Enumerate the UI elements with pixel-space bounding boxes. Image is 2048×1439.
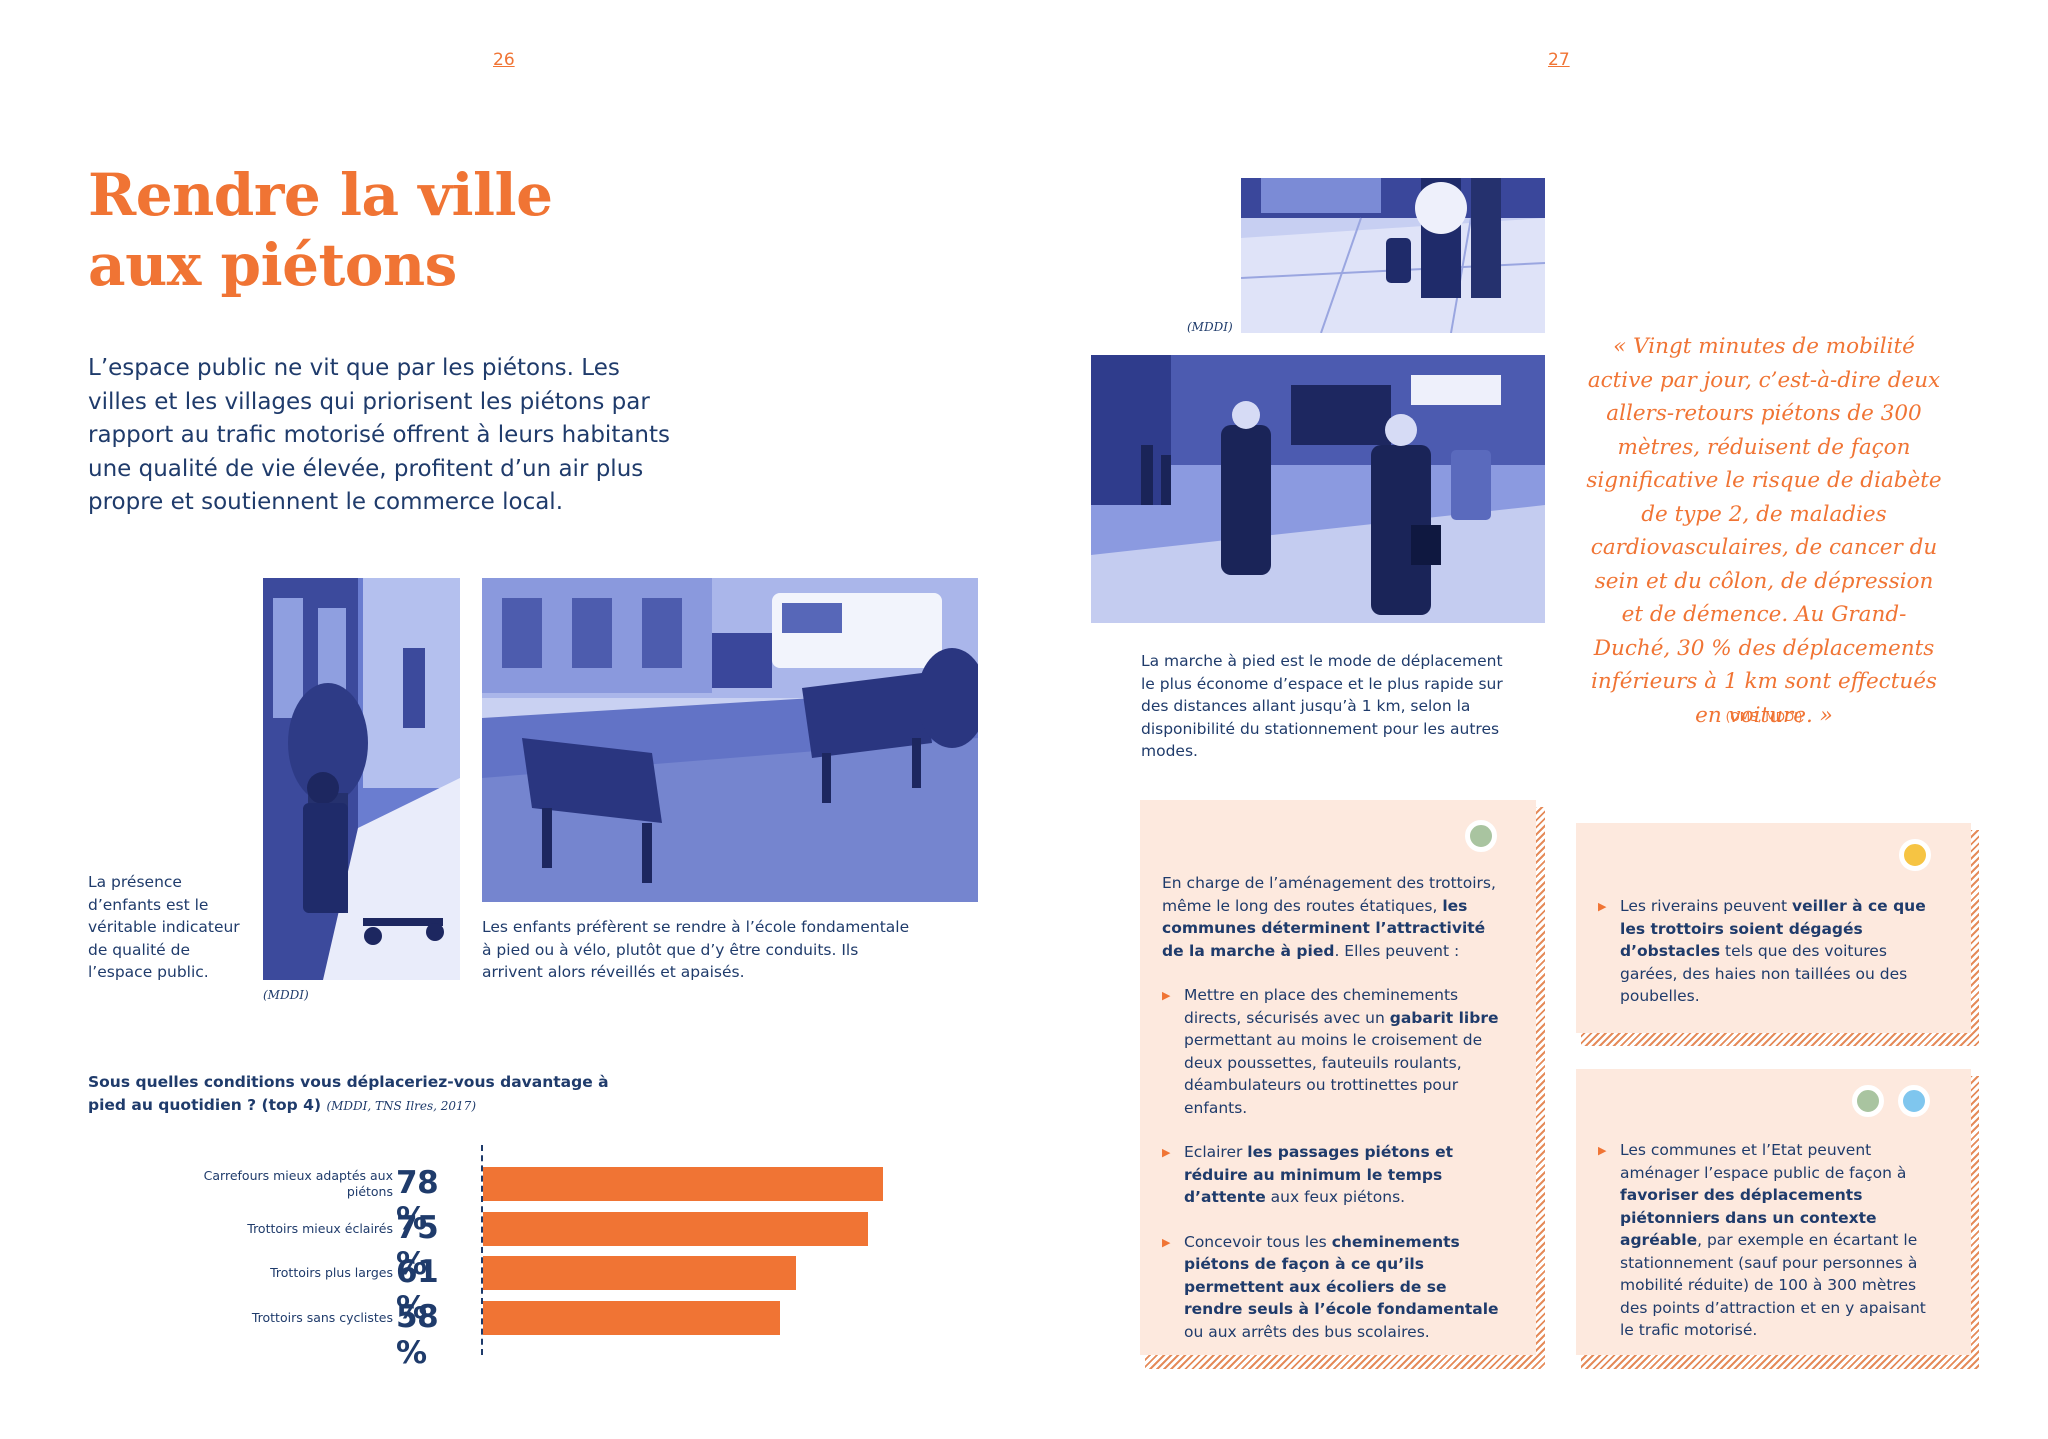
photo-pedestrians-feet [1241, 178, 1545, 333]
page-title: Rendre la ville aux piétons [88, 160, 608, 300]
bar-1 [483, 1167, 883, 1201]
box-communes-trottoirs: En charge de l’aménagement des trottoirs… [1140, 800, 1536, 1355]
quote-text: « Vingt minutes de mobilité active par j… [1586, 334, 1942, 728]
box-2-content: Les riverains peuvent veiller à ce que l… [1598, 895, 1943, 1008]
box-1-bullet-3: Concevoir tous les cheminements piétons … [1162, 1231, 1507, 1344]
box-2-bullet: Les riverains peuvent veiller à ce que l… [1598, 895, 1943, 1008]
caption-children-quality: La présence d’enfants est le véritable i… [88, 873, 240, 981]
bar-value-4: 58 % [396, 1298, 439, 1371]
bar-label-3: Trottoirs plus larges [270, 1265, 393, 1280]
page-number-right: 27 [1548, 50, 1570, 70]
bar-value-2: 75 % [396, 1209, 439, 1282]
box-1-content: En charge de l’aménagement des trottoirs… [1162, 872, 1507, 1343]
box-1-dot [1465, 820, 1497, 852]
bar-label-4: Trottoirs sans cyclistes [251, 1309, 393, 1325]
box-1-intro: En charge de l’aménagement des trottoirs… [1162, 874, 1496, 960]
page-number-left: 26 [493, 50, 515, 70]
photo-businessmen-street [1091, 355, 1545, 623]
box-3-bullet: Les communes et l’Etat peuvent aménager … [1598, 1139, 1943, 1342]
box-communes-etat: Les communes et l’Etat peuvent aménager … [1576, 1069, 1971, 1355]
box-2-dot [1899, 839, 1931, 871]
page-title-line-2: aux piétons [88, 231, 457, 299]
bar-label-1: Carrefours mieux adaptés aux piétons [203, 1168, 393, 1199]
chart-source: (MDDI, TNS Ilres, 2017) [326, 1099, 476, 1113]
quote-source: (OMS, MDDI) [1725, 710, 1803, 724]
bar-value-3: 61 % [396, 1254, 439, 1326]
photo-credit-right: (MDDI) [1187, 320, 1233, 334]
box-3-dot-green [1852, 1085, 1884, 1117]
bar-label-2: Trottoirs mieux éclairés [247, 1220, 393, 1236]
box-3-dot-blue [1898, 1085, 1930, 1117]
photo-benches-square [482, 578, 978, 902]
box-3-content: Les communes et l’Etat peuvent aménager … [1598, 1139, 1943, 1342]
photo-credit-left: (MDDI) [263, 988, 309, 1002]
chart-title-text: Sous quelles conditions vous déplaceriez… [88, 1073, 609, 1114]
box-1-bullet-2: Eclairer les passages piétons et réduire… [1162, 1141, 1507, 1209]
bar-value-1: 78 % [396, 1165, 439, 1237]
caption-walking: La marche à pied est le mode de déplacem… [1141, 652, 1503, 760]
chart-axis-line [481, 1145, 483, 1355]
bar-3 [483, 1256, 796, 1290]
page-title-line-1: Rendre la ville [88, 161, 553, 229]
intro-paragraph: L’espace public ne vit que par les piéto… [88, 355, 671, 515]
box-riverains: Les riverains peuvent veiller à ce que l… [1576, 823, 1971, 1033]
chart-title: Sous quelles conditions vous déplaceriez… [88, 1071, 648, 1118]
bar-4 [483, 1300, 780, 1335]
caption-school: Les enfants préfèrent se rendre à l’écol… [482, 918, 910, 981]
box-1-bullet-1: Mettre en place des cheminements directs… [1162, 984, 1507, 1119]
photo-child-scooter [263, 578, 460, 980]
bar-2 [483, 1211, 868, 1246]
